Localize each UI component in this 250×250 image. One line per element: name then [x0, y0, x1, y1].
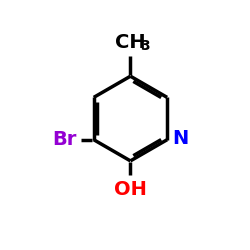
Text: OH: OH: [114, 180, 147, 199]
Text: CH: CH: [115, 32, 146, 52]
Text: 3: 3: [140, 39, 150, 53]
Text: N: N: [172, 129, 189, 148]
Text: Br: Br: [52, 130, 77, 149]
